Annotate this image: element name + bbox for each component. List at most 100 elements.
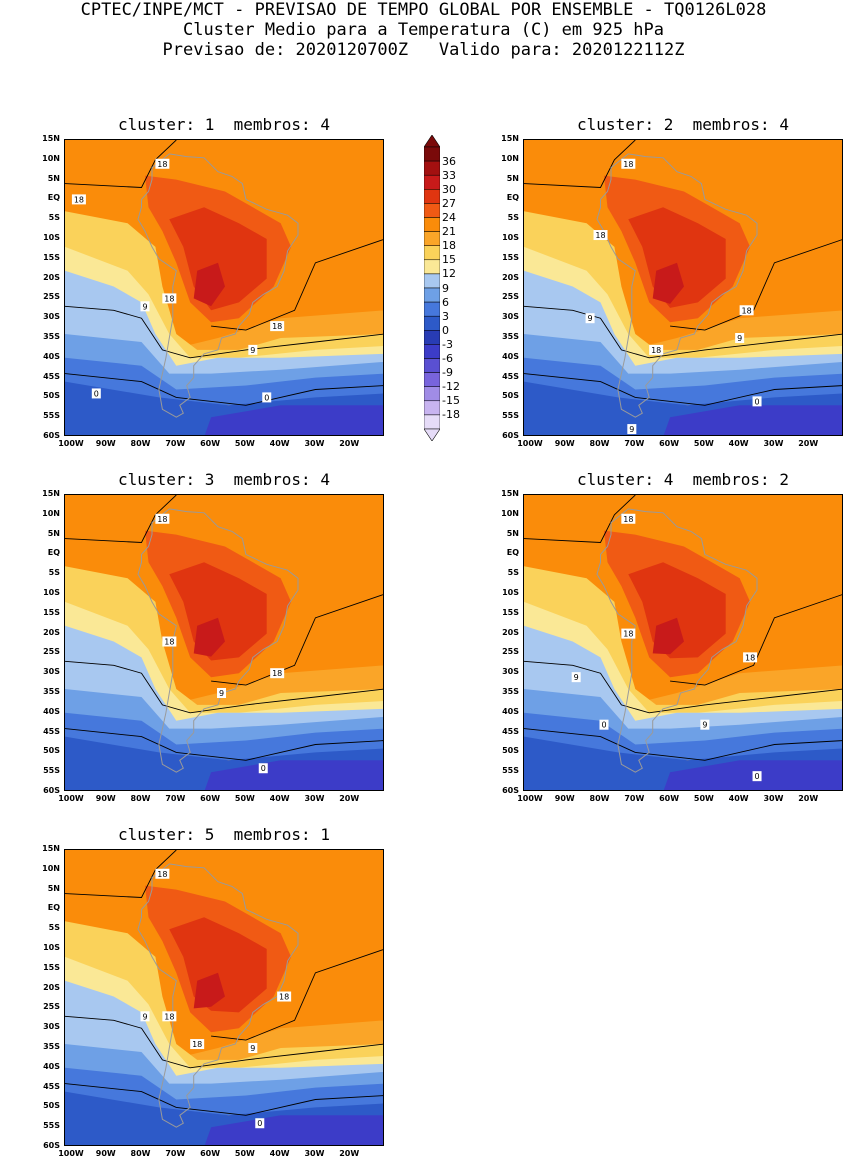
svg-text:18: 18 <box>272 322 282 331</box>
svg-text:0: 0 <box>257 1119 262 1128</box>
x-tick-label: 70W <box>165 1149 186 1158</box>
x-tick-label: 60W <box>659 439 680 448</box>
contour-line <box>524 495 636 543</box>
temperature-band <box>628 207 726 308</box>
temperature-band <box>628 562 726 659</box>
y-tick-label: 30S <box>502 312 519 322</box>
contour-label: 0 <box>752 396 762 407</box>
svg-text:18: 18 <box>164 294 174 303</box>
svg-text:18: 18 <box>192 1040 202 1049</box>
y-tick-label: 10N <box>42 863 60 873</box>
y-tick-label: 20S <box>43 272 60 282</box>
contour-label: 18 <box>162 1011 177 1022</box>
y-tick-label: 10N <box>501 508 519 518</box>
svg-text:0: 0 <box>261 764 266 773</box>
x-tick-label: 40W <box>269 1149 290 1158</box>
map-canvas: 18 18 18 9 0 <box>65 495 383 790</box>
temperature-band <box>65 712 383 761</box>
svg-text:0: 0 <box>601 721 606 730</box>
y-tick-label: 55S <box>43 766 60 776</box>
y-tick-label: 30S <box>502 667 519 677</box>
y-tick-label: 60S <box>502 431 519 440</box>
contour-label: 9 <box>700 719 710 730</box>
colorbar-level-label: -3 <box>442 337 453 351</box>
contour-label: 18 <box>155 513 170 524</box>
temperature-band <box>204 760 383 790</box>
y-tick-label: EQ <box>47 903 60 913</box>
colorbar-swatch <box>423 146 441 162</box>
svg-text:18: 18 <box>623 160 633 169</box>
svg-text:9: 9 <box>219 689 224 698</box>
y-tick-label: 15N <box>501 134 519 143</box>
y-tick-label: 20S <box>502 272 519 282</box>
contour-label: 18 <box>621 158 636 169</box>
colorbar-level-label: 0 <box>442 323 449 337</box>
temperature-band <box>652 262 684 304</box>
y-tick-label: 30S <box>43 312 60 322</box>
svg-text:0: 0 <box>754 772 759 781</box>
contour-label: 18 <box>743 652 758 663</box>
x-tick-label: 20W <box>339 439 360 448</box>
contour-line <box>524 660 842 714</box>
y-tick-label: 15N <box>42 134 60 143</box>
y-tick-label: 30S <box>43 1022 60 1032</box>
temperature-band <box>663 405 842 435</box>
panel-title: cluster: 4 membros: 2 <box>577 470 789 489</box>
y-tick-label: 35S <box>43 1042 60 1051</box>
y-tick-label: 15S <box>43 252 60 262</box>
y-tick-label: 15S <box>43 962 60 972</box>
contour-label: 9 <box>585 313 595 324</box>
contour-line <box>65 660 383 714</box>
colorbar-level-label: 33 <box>442 168 456 182</box>
colorbar-level-label: 12 <box>442 267 456 281</box>
y-tick-label: 5N <box>47 528 60 538</box>
contour-line <box>524 728 842 761</box>
colorbar-swatch <box>423 217 441 232</box>
x-tick-label: 60W <box>200 1149 221 1158</box>
coastline <box>137 153 299 418</box>
colorbar-swatch <box>423 372 441 387</box>
x-tick-label: 30W <box>304 439 325 448</box>
contour-label: 9 <box>140 301 150 312</box>
contour-label: 0 <box>258 763 268 774</box>
colorbar-level-label: -18 <box>442 408 460 422</box>
colorbar-level-label: -12 <box>442 380 460 394</box>
contour-line <box>524 140 636 188</box>
contour-label: 9 <box>248 1043 258 1053</box>
x-tick-label: 40W <box>269 439 290 448</box>
colorbar-level-label: 30 <box>442 182 456 196</box>
y-tick-label: 45S <box>43 726 60 736</box>
y-tick-label: 25S <box>43 292 60 302</box>
contour-label: 9 <box>735 333 745 343</box>
contour-label: 18 <box>190 1039 205 1050</box>
contour-label: 18 <box>270 321 285 332</box>
x-tick-label: 50W <box>234 1149 255 1158</box>
svg-text:18: 18 <box>164 1012 174 1021</box>
temperature-band <box>204 405 383 435</box>
panel-title: cluster: 5 membros: 1 <box>118 825 330 844</box>
temperature-band <box>193 262 225 307</box>
colorbar-level-label: 36 <box>442 154 456 168</box>
y-tick-label: 35S <box>502 332 519 341</box>
y-tick-label: EQ <box>506 548 519 558</box>
y-tick-label: 5N <box>47 883 60 893</box>
y-tick-label: 60S <box>43 786 60 795</box>
colorbar-swatch <box>423 330 441 345</box>
colorbar-level-label: 18 <box>442 239 456 253</box>
contour-label: 18 <box>155 158 170 169</box>
y-tick-label: 20S <box>502 627 519 637</box>
x-tick-label: 70W <box>165 439 186 448</box>
colorbar-swatch <box>423 386 441 402</box>
colorbar-level-label: 21 <box>442 225 456 239</box>
temperature-map: 18 18 18 9 0 <box>64 494 384 791</box>
contour-label: 0 <box>262 392 272 403</box>
x-tick-label: 90W <box>95 439 116 448</box>
y-tick-label: 20S <box>43 627 60 637</box>
y-tick-label: 10S <box>502 233 519 242</box>
contour-line <box>65 140 177 188</box>
svg-text:18: 18 <box>623 515 633 524</box>
panel-title: cluster: 1 membros: 4 <box>118 115 330 134</box>
y-tick-label: 45S <box>43 1081 60 1091</box>
colorbar-level-label: 15 <box>442 253 456 267</box>
contour-label: 18 <box>162 293 177 304</box>
